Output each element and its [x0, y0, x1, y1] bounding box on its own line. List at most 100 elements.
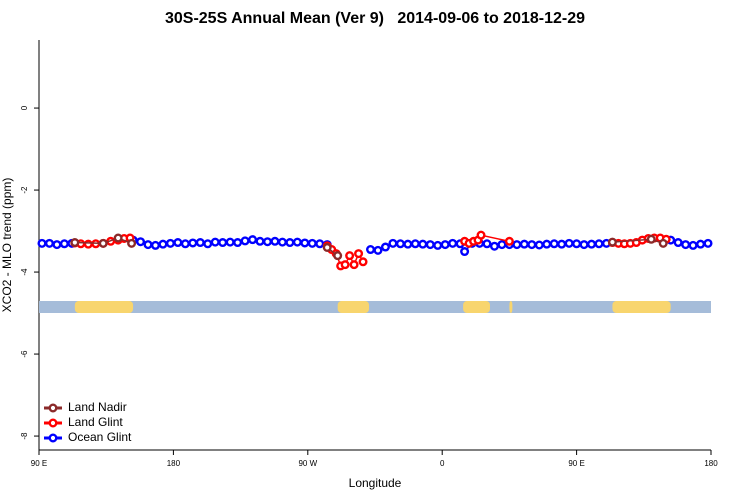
- point: [542, 239, 552, 249]
- point: [37, 238, 47, 248]
- point: [83, 239, 93, 249]
- point: [497, 240, 507, 250]
- point: [388, 238, 398, 248]
- legend-marker: [48, 418, 58, 428]
- point: [233, 238, 243, 248]
- point: [188, 238, 198, 248]
- point: [504, 236, 514, 246]
- point: [448, 238, 458, 248]
- point: [322, 242, 332, 252]
- point: [673, 238, 683, 248]
- point: [300, 238, 310, 248]
- point: [366, 245, 376, 255]
- point: [688, 240, 698, 250]
- point: [440, 240, 450, 250]
- point: [557, 239, 567, 249]
- point: [307, 238, 317, 248]
- y-tick-label: -6: [20, 350, 29, 358]
- x-tick-label: 90 W: [298, 459, 317, 468]
- legend-label: Ocean Glint: [68, 430, 132, 444]
- point: [564, 238, 574, 248]
- point: [527, 240, 537, 250]
- point: [358, 257, 368, 267]
- legend-label: Land Nadir: [68, 400, 127, 414]
- point: [549, 239, 559, 249]
- point: [380, 242, 390, 252]
- point: [173, 238, 183, 248]
- land-segment: [74, 301, 134, 313]
- point: [143, 240, 153, 250]
- point: [534, 240, 544, 250]
- legend-label: Land Glint: [68, 415, 123, 429]
- point: [292, 237, 302, 247]
- point: [262, 237, 272, 247]
- point: [410, 239, 420, 249]
- y-tick-label: 0: [20, 105, 29, 110]
- point: [349, 260, 359, 270]
- point: [646, 234, 656, 244]
- x-tick-label: 90 E: [31, 459, 47, 468]
- point: [333, 251, 343, 261]
- point: [403, 239, 413, 249]
- chart-title: 30S-25S Annual Mean (Ver 9) 2014-09-06 t…: [165, 10, 585, 27]
- point: [225, 237, 235, 247]
- land-segment: [463, 301, 490, 313]
- point: [180, 239, 190, 249]
- x-tick-label: 180: [167, 459, 181, 468]
- point: [587, 239, 597, 249]
- point: [315, 239, 325, 249]
- point: [433, 240, 443, 250]
- point: [203, 239, 213, 249]
- y-tick-label: -8: [20, 432, 29, 440]
- point: [218, 238, 228, 248]
- point: [195, 238, 205, 248]
- y-tick-label: -2: [20, 186, 29, 194]
- point: [476, 230, 486, 240]
- legend-marker: [48, 433, 58, 443]
- point: [340, 260, 350, 270]
- point: [165, 238, 175, 248]
- point: [572, 239, 582, 249]
- point: [240, 236, 250, 246]
- point: [255, 236, 265, 246]
- point: [579, 240, 589, 250]
- point: [512, 240, 522, 250]
- point: [127, 238, 137, 248]
- point: [395, 239, 405, 249]
- point: [270, 236, 280, 246]
- point: [607, 237, 617, 247]
- point: [44, 238, 54, 248]
- x-tick-label: 90 E: [568, 459, 584, 468]
- point: [113, 233, 123, 243]
- point: [425, 240, 435, 250]
- point: [703, 238, 713, 248]
- ocean-band: [39, 301, 711, 313]
- point: [136, 237, 146, 247]
- y-axis-label: XCO2 - MLO trend (ppm): [0, 178, 14, 313]
- point: [594, 239, 604, 249]
- x-axis-label: Longitude: [349, 476, 402, 490]
- y-tick-label: -4: [20, 268, 29, 276]
- point: [98, 238, 108, 248]
- point: [519, 239, 529, 249]
- point: [158, 239, 168, 249]
- point: [373, 245, 383, 255]
- point: [59, 239, 69, 249]
- point: [70, 238, 80, 248]
- land-segment: [612, 301, 671, 313]
- point: [285, 238, 295, 248]
- point: [277, 237, 287, 247]
- point: [681, 240, 691, 250]
- point: [345, 251, 355, 261]
- point: [150, 240, 160, 250]
- land-segment: [337, 301, 370, 313]
- point: [354, 249, 364, 259]
- point: [248, 235, 258, 245]
- point: [418, 239, 428, 249]
- point: [210, 237, 220, 247]
- land-segment: [509, 301, 513, 313]
- point: [696, 239, 706, 249]
- point: [482, 239, 492, 249]
